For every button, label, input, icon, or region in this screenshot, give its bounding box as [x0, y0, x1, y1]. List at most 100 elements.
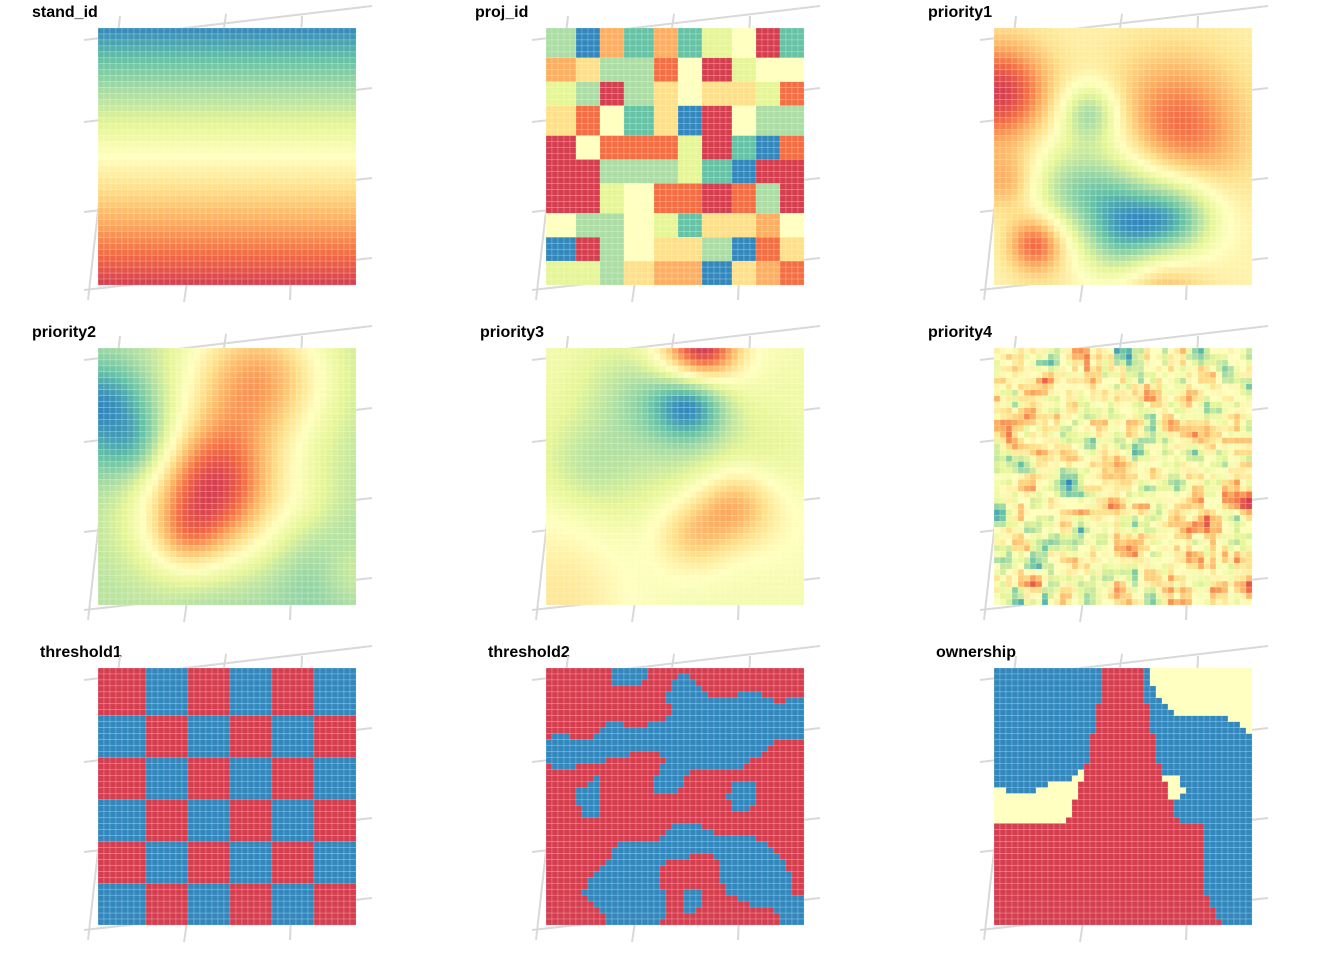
- raster-cell: [653, 63, 661, 71]
- raster-cell: [343, 141, 351, 148]
- raster-cell: [343, 45, 351, 53]
- raster-cell: [157, 177, 165, 184]
- raster-cell: [581, 177, 589, 184]
- raster-cell: [785, 171, 793, 178]
- raster-cell: [575, 63, 583, 71]
- raster-cell: [127, 248, 135, 256]
- raster-cell: [695, 242, 703, 250]
- raster-cell: [199, 231, 207, 238]
- raster-cell: [187, 69, 195, 77]
- raster-cell: [229, 189, 237, 196]
- raster-cell: [719, 117, 727, 124]
- raster-cell: [719, 213, 727, 220]
- raster-cell: [229, 225, 237, 232]
- raster-cell: [791, 266, 799, 274]
- raster-cell: [725, 237, 733, 244]
- raster-cell: [181, 231, 189, 238]
- raster-cell: [563, 63, 571, 71]
- raster-cell: [1059, 129, 1067, 136]
- raster-cell: [331, 27, 339, 35]
- raster-cell: [313, 123, 321, 130]
- raster-cell: [683, 189, 691, 196]
- raster-cell: [1167, 75, 1175, 83]
- raster-cell: [97, 117, 105, 124]
- raster-cell: [791, 242, 799, 250]
- raster-cell: [731, 45, 739, 53]
- raster-cell: [139, 51, 147, 59]
- raster-cell: [587, 99, 595, 106]
- raster-cell: [205, 117, 213, 124]
- raster-cell: [653, 99, 661, 106]
- raster-cell: [1077, 81, 1085, 88]
- raster-cell: [133, 45, 141, 53]
- raster-cell: [629, 195, 637, 202]
- raster-cell: [1233, 165, 1241, 172]
- raster-cell: [653, 117, 661, 124]
- raster-cell: [1209, 183, 1217, 190]
- raster-cell: [611, 207, 619, 214]
- raster-cell: [1017, 81, 1025, 88]
- raster-cell: [1185, 201, 1193, 208]
- raster-cell: [283, 219, 291, 226]
- raster-cell: [1035, 81, 1043, 88]
- raster-cell: [235, 183, 243, 190]
- raster-cell: [767, 195, 775, 202]
- raster-cell: [1239, 171, 1247, 178]
- raster-cell: [157, 93, 165, 100]
- raster-cell: [319, 99, 327, 106]
- raster-cell: [199, 51, 207, 59]
- raster-cell: [1149, 27, 1157, 35]
- raster-cell: [1137, 129, 1145, 136]
- raster-cell: [145, 213, 153, 220]
- raster-cell: [151, 57, 159, 65]
- raster-cell: [1035, 189, 1043, 196]
- raster-cell: [725, 39, 733, 47]
- raster-cell: [175, 225, 183, 232]
- raster-cell: [295, 69, 303, 77]
- raster-cell: [1035, 87, 1043, 94]
- raster-cell: [319, 278, 327, 286]
- raster-cell: [791, 135, 799, 142]
- raster-cell: [1221, 57, 1229, 65]
- raster-cell: [1221, 201, 1229, 208]
- raster-cell: [97, 248, 105, 256]
- raster-cell: [157, 147, 165, 154]
- raster-cell: [1083, 39, 1091, 47]
- raster-cell: [319, 45, 327, 53]
- raster-cell: [701, 213, 709, 220]
- raster-cell: [121, 159, 129, 166]
- raster-cell: [1065, 111, 1073, 118]
- raster-cell: [545, 231, 553, 238]
- raster-cell: [1143, 51, 1151, 59]
- raster-cell: [247, 254, 255, 262]
- raster-cell: [235, 69, 243, 77]
- raster-cell: [1059, 63, 1067, 71]
- raster-cell: [593, 159, 601, 166]
- raster-cell: [337, 201, 345, 208]
- raster-cell: [343, 272, 351, 280]
- raster-cell: [1167, 51, 1175, 59]
- raster-cell: [301, 69, 309, 77]
- raster-cell: [1149, 51, 1157, 59]
- raster-cell: [635, 69, 643, 77]
- raster-cell: [271, 171, 279, 178]
- raster-cell: [659, 189, 667, 196]
- raster-cell: [587, 171, 595, 178]
- raster-cell: [289, 57, 297, 65]
- raster-cell: [151, 207, 159, 214]
- raster-cell: [1245, 45, 1253, 53]
- raster-cell: [145, 87, 153, 94]
- raster-cell: [551, 231, 559, 238]
- raster-cell: [1107, 33, 1115, 41]
- raster-cell: [993, 81, 1001, 88]
- raster-cell: [235, 225, 243, 232]
- raster-cell: [587, 225, 595, 232]
- raster-cell: [575, 129, 583, 136]
- raster-cell: [1167, 117, 1175, 124]
- raster-cell: [265, 39, 273, 47]
- raster-cell: [127, 177, 135, 184]
- raster-cell: [761, 99, 769, 106]
- raster-cell: [785, 231, 793, 238]
- raster-cell: [1203, 105, 1211, 112]
- raster-cell: [325, 81, 333, 88]
